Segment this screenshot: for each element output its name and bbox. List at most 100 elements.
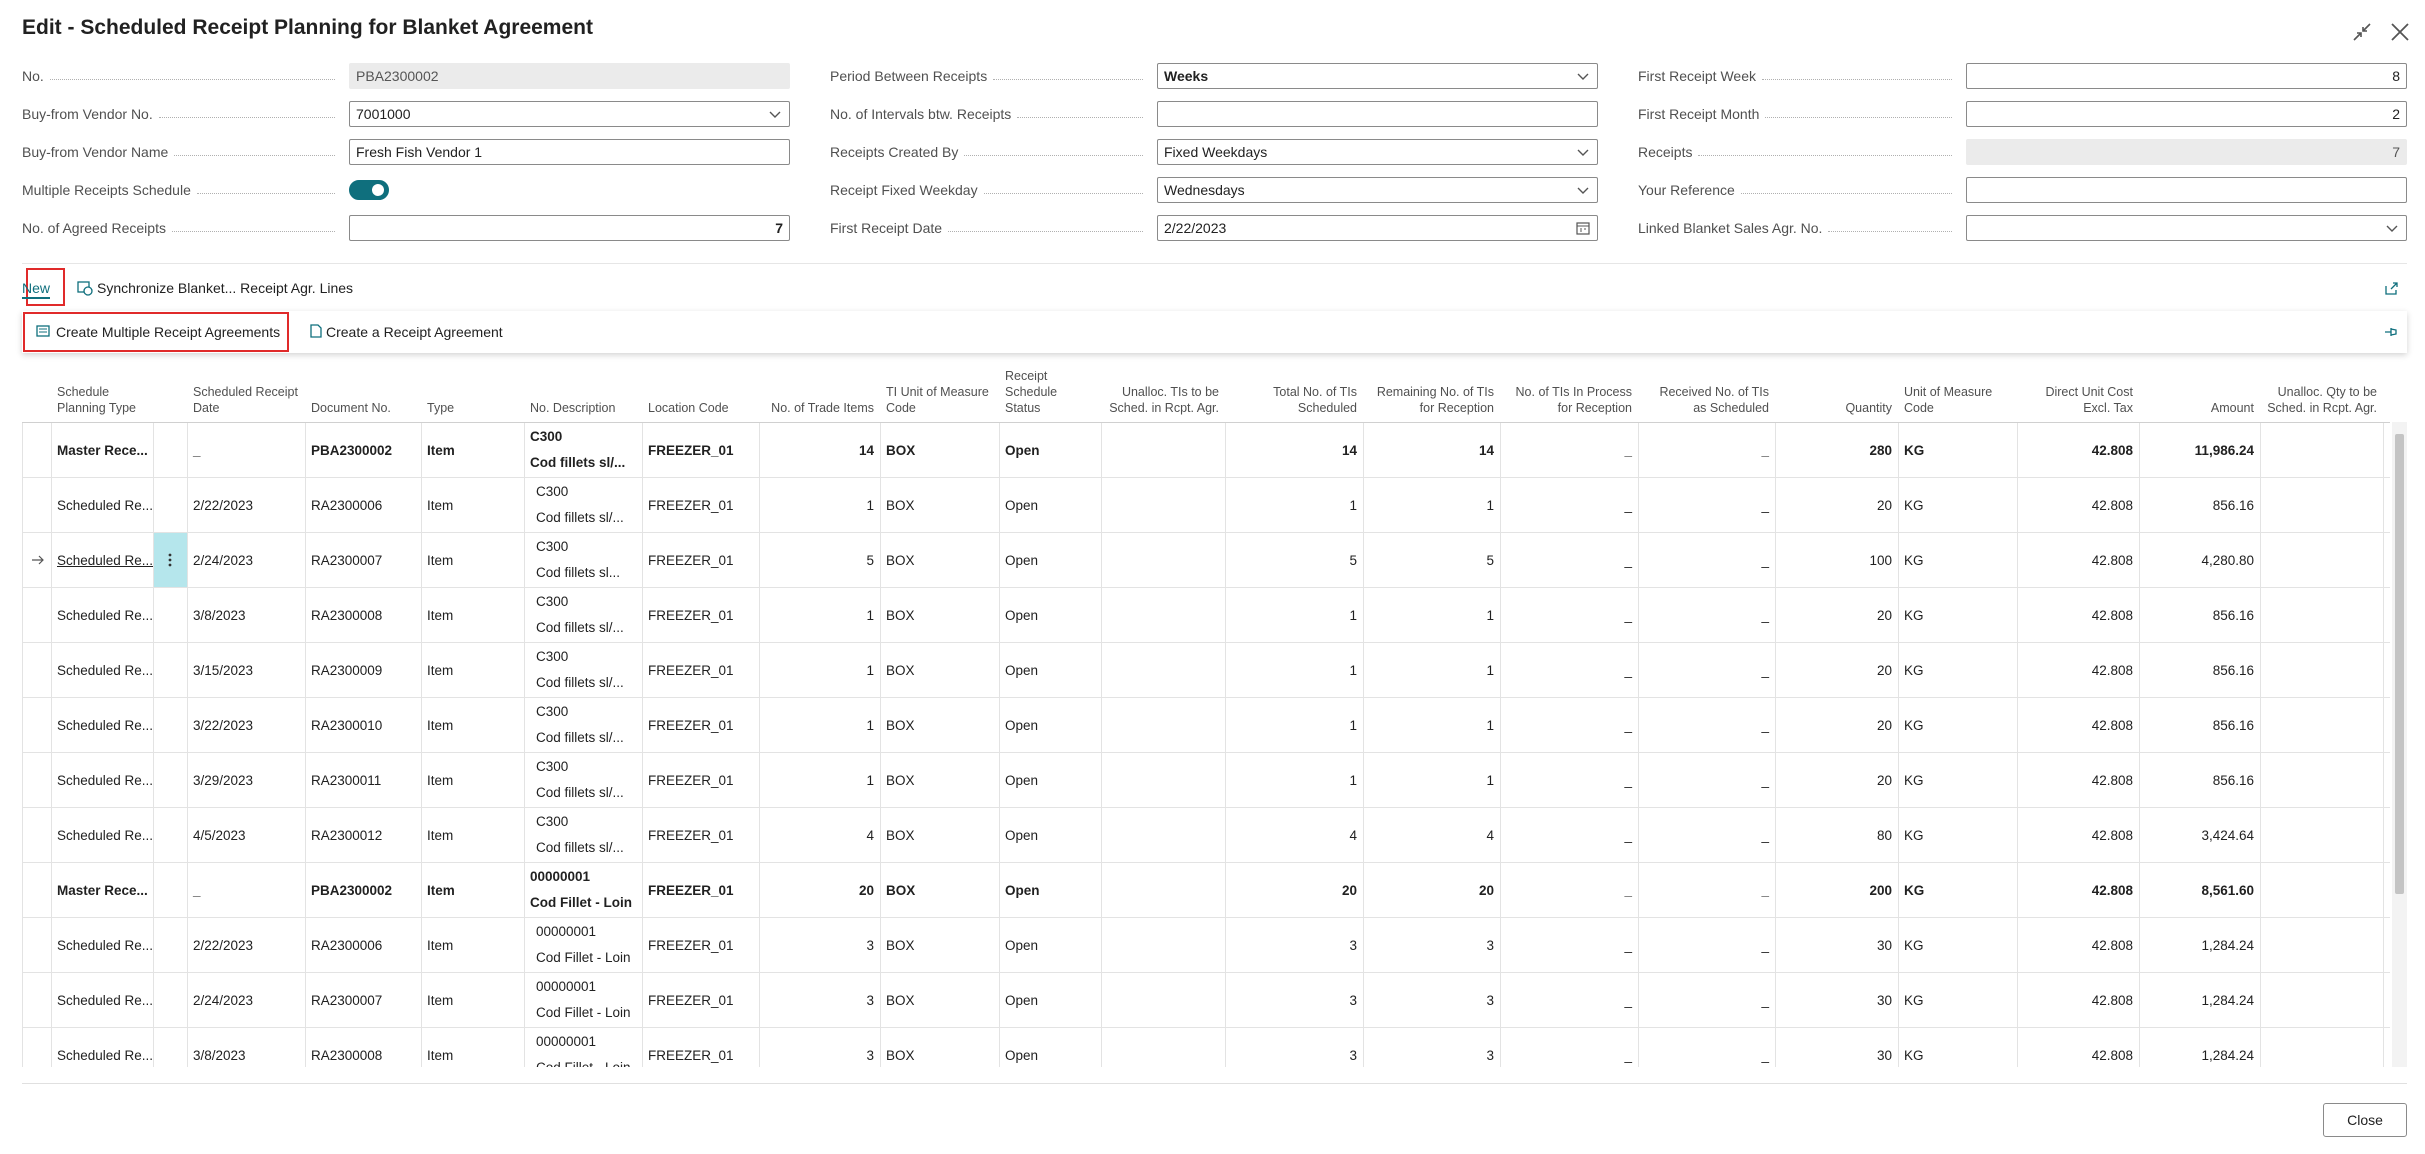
column-header[interactable]: Unalloc. TIs to be Sched. in Rcpt. Agr.: [1101, 371, 1225, 422]
row-line: [22, 532, 2390, 533]
cell-divider: [1638, 423, 1639, 478]
table-cell[interactable]: Scheduled Re...: [51, 478, 153, 532]
cell-text: Scheduled Re...: [57, 1047, 153, 1063]
cell-divider: [880, 533, 881, 588]
column-header[interactable]: Receipt Schedule Status: [999, 371, 1101, 422]
action-create-one[interactable]: Create a Receipt Agreement: [326, 324, 503, 340]
cell-text: 1: [1486, 662, 1494, 678]
table-cell[interactable]: Scheduled Re...: [51, 918, 153, 972]
table-cell: 00000001 Cod Fillet - Loin: [524, 918, 642, 972]
column-header[interactable]: Remaining No. of TIs for Reception: [1363, 371, 1500, 422]
cell-text: 280: [1869, 442, 1892, 458]
field-input[interactable]: 8: [1966, 63, 2407, 89]
table-cell[interactable]: Scheduled Re...: [51, 753, 153, 807]
cell-divider: [1225, 698, 1226, 753]
table-cell: FREEZER_01: [642, 1028, 759, 1067]
table-cell[interactable]: Master Rece...: [51, 423, 153, 477]
close-icon[interactable]: [2391, 23, 2409, 41]
table-cell[interactable]: Scheduled Re...: [51, 533, 153, 587]
column-header[interactable]: Amount: [2139, 371, 2260, 422]
action-create-multiple[interactable]: Create Multiple Receipt Agreements: [56, 324, 281, 340]
header-text: Location Code: [648, 401, 729, 415]
column-header[interactable]: Location Code: [642, 371, 759, 422]
column-header[interactable]: Scheduled Receipt Date: [187, 371, 305, 422]
table-cell: BOX: [880, 533, 999, 587]
column-header[interactable]: Received No. of TIs as Scheduled: [1638, 371, 1775, 422]
field-input[interactable]: 7001000: [349, 100, 790, 127]
table-cell[interactable]: Scheduled Re...: [51, 1028, 153, 1067]
table-cell[interactable]: Scheduled Re...: [51, 643, 153, 697]
cell-divider: [1363, 588, 1364, 643]
cell-text: FREEZER_01: [648, 607, 734, 623]
column-header[interactable]: No. Description: [524, 371, 642, 422]
column-header[interactable]: Schedule Planning Type: [51, 371, 153, 422]
close-button[interactable]: Close: [2323, 1103, 2407, 1137]
field-label: First Receipt Week: [1638, 64, 1958, 84]
cell-text: Scheduled Re...: [57, 992, 153, 1008]
field-input[interactable]: Wednesdays: [1157, 176, 1598, 203]
column-header[interactable]: Unit of Measure Code: [1898, 371, 2017, 422]
column-header[interactable]: No. of TIs In Process for Reception: [1500, 371, 1638, 422]
cell-divider: [999, 698, 1000, 753]
table-cell: 42.808: [2017, 808, 2139, 862]
field-input[interactable]: Weeks: [1157, 63, 1598, 89]
table-cell: RA2300008: [305, 588, 421, 642]
table-cell: 2/24/2023: [187, 533, 305, 587]
action-new[interactable]: New: [22, 280, 51, 299]
cell-text: 3: [866, 937, 874, 953]
cell-text: Open: [1005, 937, 1039, 953]
cell-divider: [1638, 863, 1639, 918]
field-input[interactable]: [1157, 100, 1598, 127]
table-cell: FREEZER_01: [642, 918, 759, 972]
cell-text: 42.808: [2091, 992, 2133, 1008]
scrollbar[interactable]: [2392, 422, 2407, 1067]
cell-text: Scheduled Re...: [57, 662, 153, 678]
column-header[interactable]: Direct Unit Cost Excl. Tax: [2017, 371, 2139, 422]
table-cell[interactable]: Scheduled Re...: [51, 808, 153, 862]
toggle[interactable]: [349, 179, 389, 200]
column-header[interactable]: Total No. of TIs Scheduled: [1225, 371, 1363, 422]
field-input[interactable]: 2: [1966, 100, 2407, 127]
cell-text: 1: [866, 717, 874, 733]
receipt-icon: [310, 324, 322, 338]
action-synchronize[interactable]: Synchronize Blanket... Receipt Agr. Line…: [97, 280, 354, 296]
table: Schedule Planning Type Scheduled Receipt …: [22, 371, 2390, 1067]
field-input[interactable]: 7: [349, 214, 790, 241]
cell-text: 00000001: [530, 869, 591, 884]
table-cell[interactable]: Scheduled Re...: [51, 698, 153, 752]
cell-divider: [2383, 423, 2384, 478]
field-input[interactable]: [1966, 214, 2407, 241]
table-cell: BOX: [880, 808, 999, 862]
column-header[interactable]: Type: [421, 371, 524, 422]
scrollbar-thumb[interactable]: [2395, 434, 2404, 894]
table-cell[interactable]: Scheduled Re...: [51, 973, 153, 1027]
column-header[interactable]: No. of Trade Items: [759, 371, 880, 422]
column-header[interactable]: Document No.: [305, 371, 421, 422]
field-input[interactable]: Fixed Weekdays: [1157, 138, 1598, 165]
table-cell: FREEZER_01: [642, 753, 759, 807]
cell-divider: [999, 1028, 1000, 1067]
field-label: No.: [22, 64, 341, 84]
column-header[interactable]: TI Unit of Measure Code: [880, 371, 999, 422]
cell-divider: [759, 588, 760, 643]
cell-divider: [2139, 643, 2140, 698]
pin-icon[interactable]: [2383, 324, 2399, 340]
share-icon[interactable]: [2383, 280, 2399, 296]
column-header[interactable]: Quantity: [1775, 371, 1898, 422]
table-cell[interactable]: Master Rece...: [51, 863, 153, 917]
collapse-icon[interactable]: [2353, 23, 2371, 41]
cell-divider: [2260, 588, 2261, 643]
table-cell: 4,280.80: [2139, 533, 2260, 587]
field-input[interactable]: [1966, 176, 2407, 203]
header-text: Total No. of TIs Scheduled: [1273, 385, 1357, 415]
cell-divider: [153, 918, 154, 973]
cell-text: FREEZER_01: [648, 717, 734, 733]
header-rule: [22, 422, 2390, 423]
field-input[interactable]: Fresh Fish Vendor 1: [349, 138, 790, 165]
field-input[interactable]: 2/22/2023: [1157, 214, 1598, 241]
cell-divider: [999, 973, 1000, 1028]
table-cell[interactable]: Scheduled Re...: [51, 588, 153, 642]
cell-text: _: [1624, 497, 1632, 513]
cell-divider: [1101, 973, 1102, 1028]
column-header[interactable]: Unalloc. Qty to be Sched. in Rcpt. Agr.: [2260, 371, 2383, 422]
